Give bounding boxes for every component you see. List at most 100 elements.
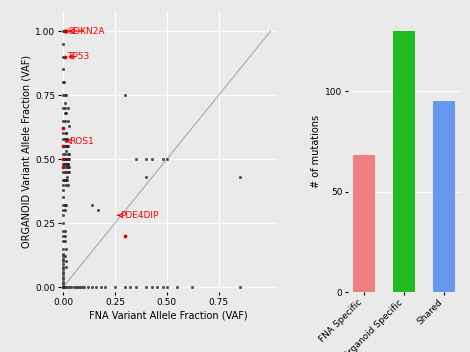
Point xyxy=(61,105,69,111)
Point xyxy=(188,284,196,290)
Point xyxy=(59,238,67,244)
Y-axis label: # of mutations: # of mutations xyxy=(311,115,321,188)
Point xyxy=(59,28,67,34)
Point xyxy=(59,246,67,251)
Point xyxy=(59,233,67,239)
Point xyxy=(62,138,70,144)
Point xyxy=(159,156,166,162)
Point xyxy=(66,284,73,290)
Point xyxy=(65,156,73,162)
Point xyxy=(64,164,72,170)
Point xyxy=(59,261,67,267)
Point xyxy=(78,284,86,290)
Point xyxy=(62,136,69,142)
Point xyxy=(64,118,71,124)
Point xyxy=(122,92,129,98)
Point xyxy=(63,110,70,116)
Point xyxy=(59,284,67,290)
Point xyxy=(59,41,67,47)
Point xyxy=(65,169,72,175)
Point xyxy=(59,126,67,131)
Point xyxy=(173,284,181,290)
Point xyxy=(61,151,69,157)
Point xyxy=(63,164,70,170)
Point xyxy=(84,284,92,290)
Point xyxy=(62,253,69,259)
Point xyxy=(59,269,67,275)
Point xyxy=(59,156,67,162)
Point xyxy=(59,80,67,85)
Point xyxy=(65,123,73,128)
Point xyxy=(236,284,243,290)
Point xyxy=(63,136,71,142)
Point xyxy=(63,161,70,167)
Point xyxy=(122,284,129,290)
Point xyxy=(63,284,71,290)
Point xyxy=(62,238,69,244)
Point xyxy=(59,259,67,264)
Point xyxy=(59,156,67,162)
Point xyxy=(63,143,70,149)
Point xyxy=(94,207,102,213)
Point xyxy=(88,284,96,290)
Point xyxy=(64,156,72,162)
Point xyxy=(59,213,67,218)
Point xyxy=(61,80,68,85)
Point xyxy=(97,284,104,290)
Point xyxy=(61,54,69,59)
Point xyxy=(59,161,67,167)
Point xyxy=(62,28,70,34)
Point xyxy=(59,264,67,269)
Point xyxy=(63,182,70,188)
Point xyxy=(132,156,140,162)
Point xyxy=(70,284,77,290)
Point xyxy=(63,143,70,149)
Point xyxy=(62,143,69,149)
Point xyxy=(59,126,67,131)
X-axis label: FNA Variant Allele Fraction (VAF): FNA Variant Allele Fraction (VAF) xyxy=(89,311,247,321)
Point xyxy=(62,100,69,106)
Point xyxy=(149,284,156,290)
Point xyxy=(126,284,133,290)
Point xyxy=(163,156,171,162)
Point xyxy=(61,233,69,239)
Point xyxy=(62,169,70,175)
Point xyxy=(59,67,67,72)
Point xyxy=(64,105,72,111)
Text: TP53: TP53 xyxy=(68,52,90,61)
Point xyxy=(142,156,150,162)
Point xyxy=(59,177,67,182)
Point xyxy=(153,284,160,290)
Point xyxy=(59,195,67,200)
Point xyxy=(59,143,67,149)
Point xyxy=(59,54,67,59)
Point xyxy=(59,284,67,290)
Point xyxy=(59,131,67,136)
Point xyxy=(59,266,67,272)
Point xyxy=(59,274,67,279)
Point xyxy=(66,164,73,170)
Point xyxy=(62,284,69,290)
Point xyxy=(68,284,75,290)
Point xyxy=(62,246,70,251)
Point xyxy=(59,202,67,208)
Point xyxy=(62,202,69,208)
Point xyxy=(59,151,67,157)
Point xyxy=(59,284,67,290)
Point xyxy=(80,284,88,290)
Point xyxy=(59,253,67,259)
Point xyxy=(59,164,67,170)
Point xyxy=(59,256,67,262)
Point xyxy=(59,169,67,175)
Point xyxy=(62,28,69,34)
Point xyxy=(64,143,72,149)
Point xyxy=(93,284,100,290)
Text: PDE4DIP: PDE4DIP xyxy=(118,211,159,220)
Point xyxy=(111,284,119,290)
Text: ROS1: ROS1 xyxy=(66,137,94,146)
Point xyxy=(59,187,67,193)
Point xyxy=(64,151,71,157)
Point xyxy=(61,228,69,233)
Point xyxy=(236,174,243,180)
Point xyxy=(59,271,67,277)
